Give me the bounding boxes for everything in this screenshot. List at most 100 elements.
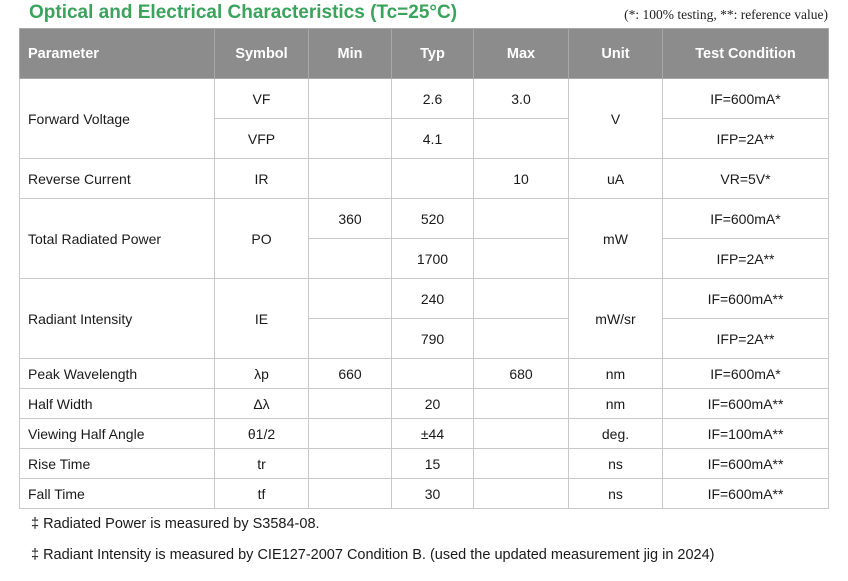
cell-typ: 20: [391, 388, 474, 419]
cell-parameter: Radiant Intensity: [19, 278, 215, 359]
cell-max: [473, 448, 569, 479]
cell-symbol: θ1/2: [214, 418, 309, 449]
cell-parameter: Peak Wavelength: [19, 358, 215, 389]
cell-symbol: Δλ: [214, 388, 309, 419]
cell-typ: 30: [391, 478, 474, 509]
cell-parameter: Rise Time: [19, 448, 215, 479]
cell-min: [308, 118, 392, 159]
cell-symbol: PO: [214, 198, 309, 279]
table-header-row: Parameter Symbol Min Typ Max Unit Test C…: [19, 28, 829, 79]
cell-parameter: Reverse Current: [19, 158, 215, 199]
cell-typ: [391, 358, 474, 389]
cell-unit: deg.: [568, 418, 663, 449]
cell-condition: IFP=2A**: [662, 118, 829, 159]
cell-max: [473, 418, 569, 449]
cell-parameter: Forward Voltage: [19, 78, 215, 159]
cell-unit: mW: [568, 198, 663, 279]
table-row: 790 IFP=2A**: [20, 318, 829, 359]
cell-min: 660: [308, 358, 392, 389]
cell-typ: ±44: [391, 418, 474, 449]
footnote-text: Radiant Intensity is measured by CIE127-…: [43, 547, 715, 563]
table-row: Peak Wavelength λp 660 680 nm IF=600mA*: [19, 358, 829, 389]
cell-max: [473, 278, 569, 319]
cell-symbol: tr: [214, 448, 309, 479]
cell-parameter: Fall Time: [19, 478, 215, 509]
cell-max: [473, 478, 569, 509]
cell-max: [473, 388, 569, 419]
cell-unit: V: [568, 78, 663, 159]
cell-condition: IF=600mA*: [662, 358, 829, 389]
cell-parameter: Half Width: [19, 388, 215, 419]
header-max: Max: [473, 28, 569, 79]
table-row: Reverse Current IR 10 uA VR=5V*: [19, 158, 829, 199]
cell-condition: VR=5V*: [662, 158, 829, 199]
cell-symbol: VFP: [214, 118, 309, 159]
cell-symbol: tf: [214, 478, 309, 509]
cell-unit: ns: [568, 448, 663, 479]
testing-legend-note: (*: 100% testing, **: reference value): [624, 7, 828, 22]
cell-max: 10: [473, 158, 569, 199]
cell-min: [308, 388, 392, 419]
cell-typ: 4.1: [391, 118, 474, 159]
header-unit: Unit: [568, 28, 663, 79]
cell-unit: mW/sr: [568, 278, 663, 359]
cell-max: 3.0: [473, 78, 569, 119]
cell-condition: IF=100mA**: [662, 418, 829, 449]
cell-condition: IF=600mA**: [662, 388, 829, 419]
cell-typ: 2.6: [391, 78, 474, 119]
cell-unit: nm: [568, 358, 663, 389]
header-parameter: Parameter: [19, 28, 215, 79]
characteristics-table: Parameter Symbol Min Typ Max Unit Test C…: [19, 28, 829, 509]
cell-unit: nm: [568, 388, 663, 419]
footnote-radiated-power: ‡ Radiated Power is measured by S3584-08.: [31, 516, 320, 532]
header-symbol: Symbol: [214, 28, 309, 79]
cell-parameter: Total Radiated Power: [19, 198, 215, 279]
table-row: Total Radiated Power PO 360 520 mW IF=60…: [19, 198, 829, 279]
cell-max: [473, 198, 569, 239]
cell-symbol: VF: [214, 78, 309, 119]
table-row: Rise Time tr 15 ns IF=600mA**: [19, 448, 829, 479]
table-row: Forward Voltage VF 2.6 3.0 V IF=600mA*: [19, 78, 829, 159]
cell-max: 680: [473, 358, 569, 389]
cell-condition: IF=600mA**: [662, 478, 829, 509]
cell-min: [308, 278, 392, 319]
cell-typ: 520: [391, 198, 474, 239]
cell-typ: [391, 158, 474, 199]
cell-symbol: IE: [214, 278, 309, 359]
cell-condition: IFP=2A**: [662, 238, 829, 279]
table-row: Fall Time tf 30 ns IF=600mA**: [19, 478, 829, 509]
cell-symbol: IR: [214, 158, 309, 199]
page-title: Optical and Electrical Characteristics (…: [29, 2, 458, 23]
cell-typ: 790: [391, 318, 474, 359]
cell-max: [473, 318, 569, 359]
cell-typ: 15: [391, 448, 474, 479]
cell-condition: IF=600mA**: [662, 278, 829, 319]
header-min: Min: [308, 28, 392, 79]
cell-min: [308, 418, 392, 449]
cell-min: [308, 78, 392, 119]
cell-parameter: Viewing Half Angle: [19, 418, 215, 449]
footnote-radiant-intensity: ‡ Radiant Intensity is measured by CIE127…: [31, 547, 715, 563]
cell-condition: IFP=2A**: [662, 318, 829, 359]
header-typ: Typ: [391, 28, 474, 79]
cell-min: [308, 318, 392, 359]
cell-max: [473, 238, 569, 279]
double-dagger-marker: ‡: [31, 547, 40, 563]
cell-symbol: λp: [214, 358, 309, 389]
cell-unit: uA: [568, 158, 663, 199]
cell-condition: IF=600mA*: [662, 78, 829, 119]
table-row: Half Width Δλ 20 nm IF=600mA**: [19, 388, 829, 419]
table-row: Viewing Half Angle θ1/2 ±44 deg. IF=100m…: [19, 418, 829, 449]
double-dagger-marker: ‡: [31, 516, 40, 532]
cell-unit: ns: [568, 478, 663, 509]
cell-min: [308, 158, 392, 199]
cell-typ: 240: [391, 278, 474, 319]
table-row: Radiant Intensity IE 240 mW/sr IF=600mA*…: [19, 278, 829, 359]
cell-max: [473, 118, 569, 159]
cell-min: [308, 238, 392, 279]
cell-min: [308, 448, 392, 479]
footnote-text: Radiated Power is measured by S3584-08.: [43, 516, 320, 532]
cell-min: 360: [308, 198, 392, 239]
cell-typ: 1700: [391, 238, 474, 279]
cell-condition: IF=600mA**: [662, 448, 829, 479]
